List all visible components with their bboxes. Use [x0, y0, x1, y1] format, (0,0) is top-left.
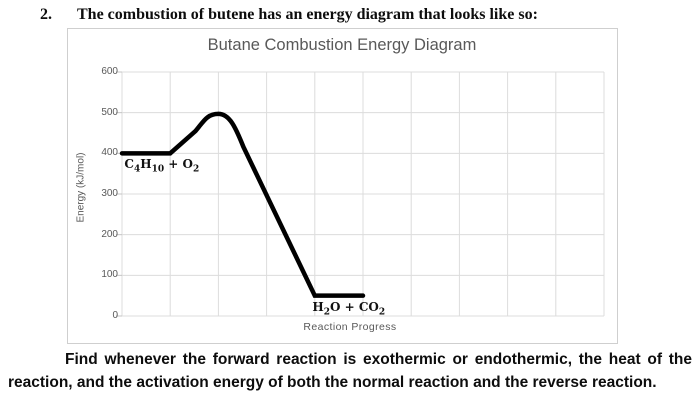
y-tick-label: 600 — [101, 66, 118, 77]
x-axis-title: Reaction Progress — [303, 321, 397, 333]
y-tick-label: 500 — [101, 106, 118, 118]
question-number: 2. — [40, 6, 52, 23]
y-tick-label: 0 — [112, 310, 118, 321]
energy-diagram-chart-frame — [67, 28, 618, 344]
chart-title: Butane Combustion Energy Diagram — [207, 36, 477, 54]
y-tick-label: 200 — [101, 228, 118, 240]
instruction-paragraph: Find whenever the forward reaction is ex… — [8, 348, 692, 394]
y-tick-label: 100 — [101, 269, 118, 281]
y-tick-label: 300 — [101, 188, 118, 199]
instruction-line-2: reaction, and the activation energy of b… — [8, 374, 657, 391]
y-tick-label: 400 — [101, 147, 118, 159]
instruction-line-1: Find whenever the forward reaction is ex… — [65, 351, 692, 368]
question-text: The combustion of butene has an energy d… — [77, 6, 538, 23]
question-heading: 2. The combustion of butene has an energy… — [40, 6, 680, 24]
chem-formula-label: C4H10 + O2 — [124, 157, 200, 175]
chem-formula-label: H2O + CO2 — [312, 299, 386, 318]
